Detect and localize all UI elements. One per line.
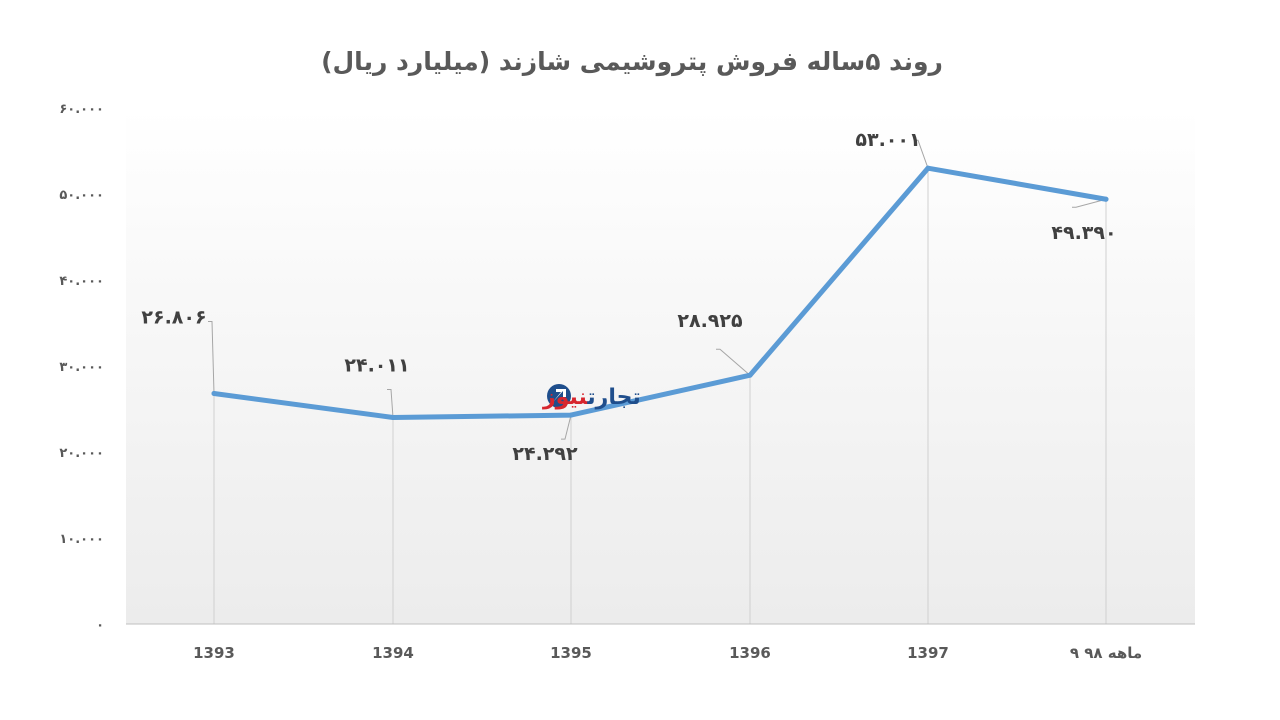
leader-line xyxy=(914,139,929,169)
data-label: ۵۳.۰۰۱ xyxy=(855,129,920,151)
logo-arrow-icon xyxy=(553,389,566,402)
leader-line xyxy=(1072,198,1107,208)
svg-text:تجارتنیوز: تجارتنیوز xyxy=(542,385,641,410)
leader-line xyxy=(387,389,394,418)
x-tick-label: 1396 xyxy=(729,644,771,662)
data-point xyxy=(568,412,574,418)
y-tick-label: ۴۰.۰۰۰ xyxy=(59,274,104,289)
data-point xyxy=(211,390,217,396)
data-point xyxy=(925,165,931,171)
x-tick-label: 1395 xyxy=(550,644,592,662)
data-point xyxy=(1103,196,1109,202)
drop-lines xyxy=(213,168,1107,624)
data-label: ۴۹.۳۹۰ xyxy=(1051,222,1116,244)
data-label: ۲۶.۸۰۶ xyxy=(141,306,206,328)
leader-line xyxy=(208,320,215,394)
y-axis: ۰ ۱۰.۰۰۰ ۲۰.۰۰۰ ۳۰.۰۰۰ ۴۰.۰۰۰ ۵۰.۰۰۰ ۶۰.۰۰۰ xyxy=(59,102,104,633)
logo-text-tejarat: تجارت xyxy=(586,385,640,410)
plot-area xyxy=(126,108,1195,624)
data-label: ۲۴.۲۹۲ xyxy=(512,443,578,465)
data-labels: ۲۶.۸۰۶ ۲۴.۰۱۱ ۲۴.۲۹۲ ۲۸.۹۲۵ ۵۳.۰۰۱ ۴۹.۳۹۰ xyxy=(141,129,1116,465)
data-label: ۲۸.۹۲۵ xyxy=(677,310,743,332)
y-tick-label: ۱۰.۰۰۰ xyxy=(59,532,104,547)
x-tick-label: 1397 xyxy=(907,644,949,662)
data-label: ۲۴.۰۱۱ xyxy=(344,355,409,377)
logo-text-news: نیوز xyxy=(542,385,588,410)
series-line xyxy=(211,165,1109,421)
series-polyline xyxy=(211,165,1109,421)
leader-line xyxy=(716,348,751,376)
leader-line xyxy=(561,414,572,440)
x-tick-label: 1394 xyxy=(372,644,414,662)
chart-title: روند ۵ساله فروش پتروشیمی شازند (میلیارد … xyxy=(321,47,943,77)
y-tick-label: ۳۰.۰۰۰ xyxy=(59,360,104,375)
y-tick-label: ۵۰.۰۰۰ xyxy=(59,188,104,203)
leader-lines xyxy=(208,139,1107,440)
y-tick-label: ۶۰.۰۰۰ xyxy=(59,102,104,117)
data-point xyxy=(747,372,753,378)
x-tick-label: 1393 xyxy=(193,644,235,662)
y-tick-label: ۲۰.۰۰۰ xyxy=(59,446,104,461)
x-tick-label: ۹ ماهه ۹۸ xyxy=(1070,644,1142,662)
y-tick-label: ۰ xyxy=(96,618,104,633)
x-axis: 1393 1394 1395 1396 1397 ۹ ماهه ۹۸ xyxy=(193,644,1142,662)
watermark-logo: تجارتنیوز xyxy=(542,384,641,410)
data-point xyxy=(390,415,396,421)
